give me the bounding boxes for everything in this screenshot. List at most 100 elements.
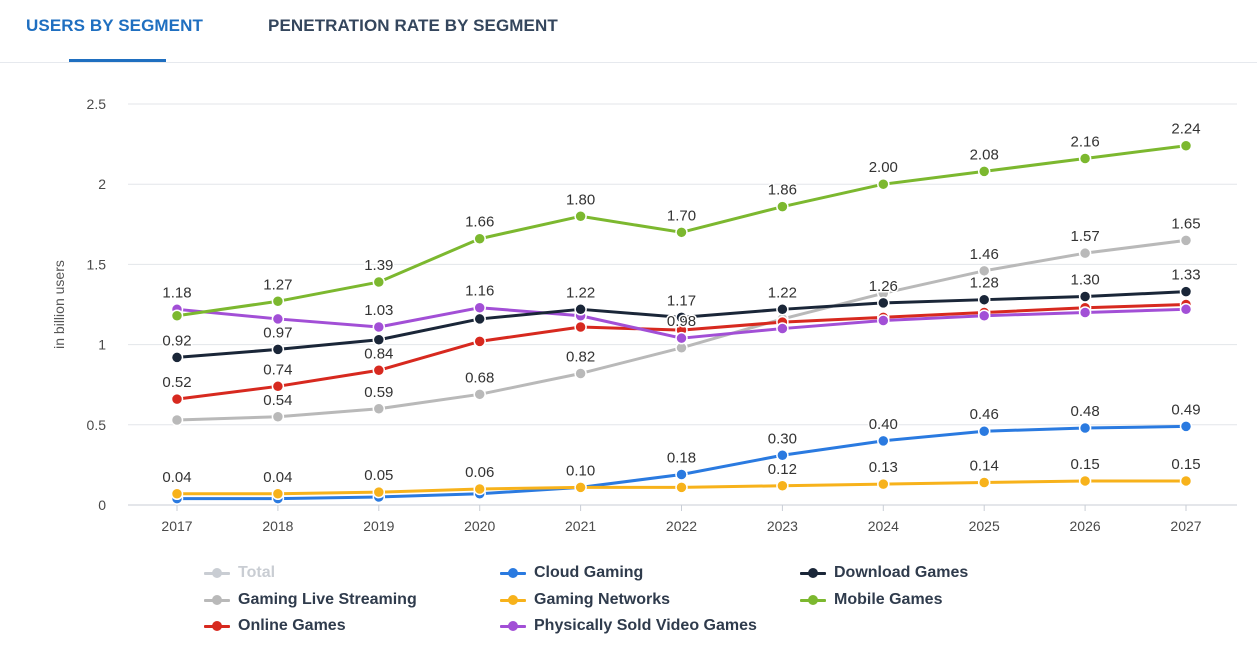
legend-item-gaming-networks[interactable]: Gaming Networks xyxy=(500,589,670,611)
line-chart: 0 0.5 1 1.5 2 2.5 2017 2018 2019 2020 2021 2022 2023… xyxy=(51,96,1237,534)
data-label-networks: 0.12 xyxy=(768,461,797,478)
y-tick-label: 0 xyxy=(98,497,106,513)
data-label-networks: 0.14 xyxy=(970,458,999,475)
data-point-mobile xyxy=(675,226,688,239)
legend-label: Gaming Live Streaming xyxy=(238,591,417,608)
active-tab-indicator xyxy=(69,59,166,62)
data-point-physical xyxy=(675,331,688,345)
data-point-download xyxy=(1179,285,1193,298)
data-label-download: 1.33 xyxy=(1171,267,1200,284)
data-point-online xyxy=(271,380,285,393)
tab-penetration-rate-by-segment[interactable]: PENETRATION RATE BY SEGMENT xyxy=(268,16,558,35)
data-point-download xyxy=(776,303,789,316)
data-label-streaming: 0.59 xyxy=(364,384,393,401)
data-point-mobile xyxy=(877,177,890,191)
data-label-cloud: 0.46 xyxy=(970,406,999,423)
data-point-download xyxy=(675,311,688,324)
legend-swatch xyxy=(500,567,526,579)
data-label-networks: 0.15 xyxy=(1171,456,1200,473)
data-label-mobile: 1.27 xyxy=(263,276,292,293)
data-point-download xyxy=(877,296,890,310)
data-point-networks xyxy=(574,481,587,494)
x-tick-label: 2022 xyxy=(666,518,697,534)
legend-item-gaming-live-streaming[interactable]: Gaming Live Streaming xyxy=(204,589,417,611)
data-label-cloud: 0.49 xyxy=(1171,401,1200,418)
legend-label: Cloud Gaming xyxy=(534,564,644,581)
legend-item-mobile-games[interactable]: Mobile Games xyxy=(800,589,942,611)
legend-label: Mobile Games xyxy=(834,591,943,608)
legend-item-download-games[interactable]: Download Games xyxy=(800,562,968,584)
data-label-mobile: 1.39 xyxy=(364,257,393,274)
data-point-networks xyxy=(170,487,184,501)
legend-item-online-games[interactable]: Online Games xyxy=(204,615,346,637)
data-point-networks xyxy=(372,485,386,499)
data-point-networks xyxy=(776,479,789,493)
data-point-streaming xyxy=(271,410,285,424)
data-point-cloud xyxy=(977,424,991,438)
data-label-networks: 0.13 xyxy=(869,459,898,476)
data-point-download xyxy=(271,343,285,356)
data-label-mobile: 2.08 xyxy=(970,146,999,163)
data-label-mobile: 2.16 xyxy=(1070,134,1099,151)
legend-item-total[interactable]: Total xyxy=(204,562,275,584)
data-point-networks xyxy=(1179,474,1193,488)
data-label-physical: 1.16 xyxy=(465,283,494,300)
data-point-mobile xyxy=(170,309,184,322)
data-label-streaming: 1.57 xyxy=(1070,228,1099,245)
data-point-physical xyxy=(977,309,991,322)
data-label-download: 1.17 xyxy=(667,292,696,309)
data-point-online xyxy=(574,320,587,334)
data-label-cloud: 0.18 xyxy=(667,450,696,467)
data-point-physical xyxy=(271,312,285,326)
data-point-online xyxy=(372,364,386,377)
data-point-physical xyxy=(1179,303,1193,316)
data-point-mobile xyxy=(473,232,486,245)
data-point-mobile xyxy=(977,165,991,178)
data-label-download: 1.26 xyxy=(869,278,898,295)
data-point-networks xyxy=(675,481,688,494)
data-label-physical: 0.98 xyxy=(667,313,696,330)
legend-label: Physically Sold Video Games xyxy=(534,617,757,634)
data-point-physical xyxy=(372,320,386,334)
legend-swatch xyxy=(500,594,526,606)
legend-label: Gaming Networks xyxy=(534,591,671,608)
data-point-cloud xyxy=(1179,420,1193,433)
data-label-networks: 0.15 xyxy=(1070,456,1099,473)
x-tick-label: 2018 xyxy=(262,518,293,534)
legend-swatch xyxy=(800,567,826,579)
data-label-physical: 1.18 xyxy=(162,284,191,301)
x-tick-label: 2019 xyxy=(363,518,394,534)
legend-item-physically-sold-video-games[interactable]: Physically Sold Video Games xyxy=(500,615,757,637)
tab-users-by-segment[interactable]: USERS BY SEGMENT xyxy=(26,16,203,35)
tab-bar: USERS BY SEGMENT PENETRATION RATE BY SEG… xyxy=(0,0,1257,63)
data-label-streaming: 0.68 xyxy=(465,369,494,386)
data-point-download xyxy=(473,312,486,326)
data-label-download: 1.30 xyxy=(1070,271,1099,288)
data-point-cloud xyxy=(877,434,890,448)
data-point-download xyxy=(977,293,991,306)
data-label-download: 0.92 xyxy=(162,332,191,349)
y-tick-label: 2.5 xyxy=(87,96,107,112)
data-label-download: 1.22 xyxy=(768,284,797,301)
y-tick-label: 0.5 xyxy=(87,417,107,433)
data-point-streaming xyxy=(372,402,386,416)
data-point-mobile xyxy=(1179,139,1193,152)
data-label-mobile: 1.66 xyxy=(465,214,494,231)
data-label-cloud: 0.48 xyxy=(1070,403,1099,420)
data-point-physical xyxy=(877,314,890,327)
data-point-mobile xyxy=(776,200,789,213)
legend-item-cloud-gaming[interactable]: Cloud Gaming xyxy=(500,562,643,584)
data-point-streaming xyxy=(1078,246,1092,260)
legend-swatch xyxy=(800,594,826,606)
data-point-physical xyxy=(776,322,789,335)
chart-legend: Total Gaming Live Streaming Online Games… xyxy=(200,562,1100,642)
data-point-mobile xyxy=(372,275,386,289)
y-axis-label: in billion users xyxy=(51,260,67,349)
data-label-cloud: 0.30 xyxy=(768,430,797,447)
data-point-physical xyxy=(1078,306,1092,319)
x-tick-label: 2020 xyxy=(464,518,495,534)
data-label-mobile: 1.70 xyxy=(667,207,696,224)
data-label-download: 1.28 xyxy=(970,275,999,292)
data-label-cloud: 0.40 xyxy=(869,416,898,433)
legend-label: Total xyxy=(238,564,276,581)
